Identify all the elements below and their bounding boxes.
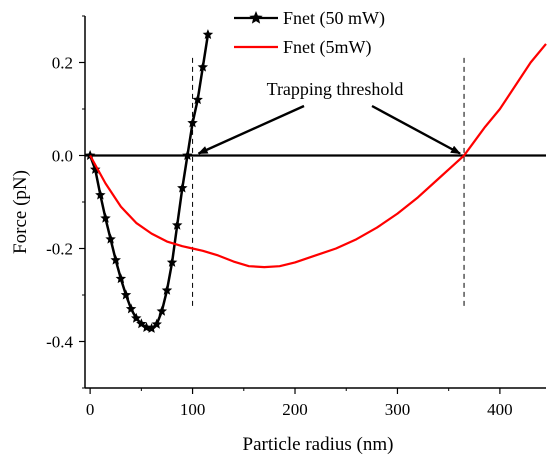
data-point-star xyxy=(120,289,132,300)
data-point-star xyxy=(166,256,178,267)
annotation: Trapping threshold xyxy=(197,79,461,155)
series-group xyxy=(85,29,547,333)
annotation-arrow-1 xyxy=(197,104,305,155)
data-point-star xyxy=(182,150,193,160)
y-axis-title: Force (pN) xyxy=(10,170,31,254)
legend-label-2: Fnet (5mW) xyxy=(283,37,371,58)
legend-star-marker xyxy=(249,11,263,24)
data-point-star xyxy=(177,182,188,193)
data-point-star xyxy=(187,117,198,128)
annotation-arrow-2 xyxy=(371,104,461,155)
data-point-star xyxy=(141,322,152,332)
data-point-star xyxy=(197,61,209,72)
data-point-star xyxy=(85,150,96,160)
data-point-star xyxy=(105,233,116,244)
data-point-star xyxy=(125,303,137,314)
data-point-star xyxy=(100,212,111,223)
x-tick-label: 300 xyxy=(385,400,411,419)
x-tick-label: 200 xyxy=(282,400,308,419)
x-tick-label: 100 xyxy=(180,400,206,419)
series-line-1 xyxy=(88,34,210,330)
y-tick-label: -0.4 xyxy=(46,333,73,352)
data-point-star xyxy=(202,29,214,40)
legend: Fnet (50 mW) Fnet (5mW) xyxy=(234,8,385,58)
x-tick-label: 400 xyxy=(487,400,513,419)
data-point-star xyxy=(146,322,157,333)
legend-label-1: Fnet (50 mW) xyxy=(283,8,385,29)
data-point-star xyxy=(171,219,183,230)
axes: 0 100 200 300 400 -0.4 -0.2 0.0 0.2 xyxy=(46,15,546,419)
data-point-star xyxy=(95,189,106,200)
data-point-star xyxy=(130,312,142,323)
x-axis-title: Particle radius (nm) xyxy=(243,434,394,455)
y-tick-label: 0.2 xyxy=(52,54,73,73)
data-point-star xyxy=(156,305,168,316)
y-tick-label: 0.0 xyxy=(52,147,73,166)
data-point-star xyxy=(192,94,203,105)
x-tick-label: 0 xyxy=(86,400,95,419)
data-point-star xyxy=(110,254,121,265)
annotation-label: Trapping threshold xyxy=(267,79,404,99)
plot-area xyxy=(85,29,547,333)
data-point-star xyxy=(115,273,127,284)
data-point-star xyxy=(161,284,173,295)
data-point-star xyxy=(151,318,162,329)
series-line-2 xyxy=(89,43,547,269)
y-tick-label: -0.2 xyxy=(46,240,73,259)
